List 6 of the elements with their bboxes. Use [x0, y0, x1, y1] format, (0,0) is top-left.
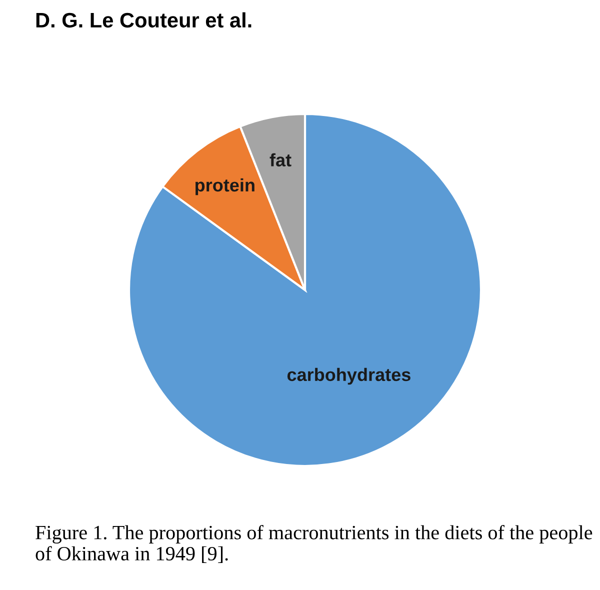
pie-slice: [128, 112, 482, 468]
slice-label: fat: [270, 153, 292, 166]
caption: Figure 1. The proportions of macronutrients in the diets of the people of Okinawa in 1949 [9].: [36, 525, 592, 563]
slice-label: protein: [196, 178, 254, 196]
slice-label: carbohydrates: [287, 368, 410, 385]
text: D. G. Le Couteur et al.: [36, 12, 252, 28]
